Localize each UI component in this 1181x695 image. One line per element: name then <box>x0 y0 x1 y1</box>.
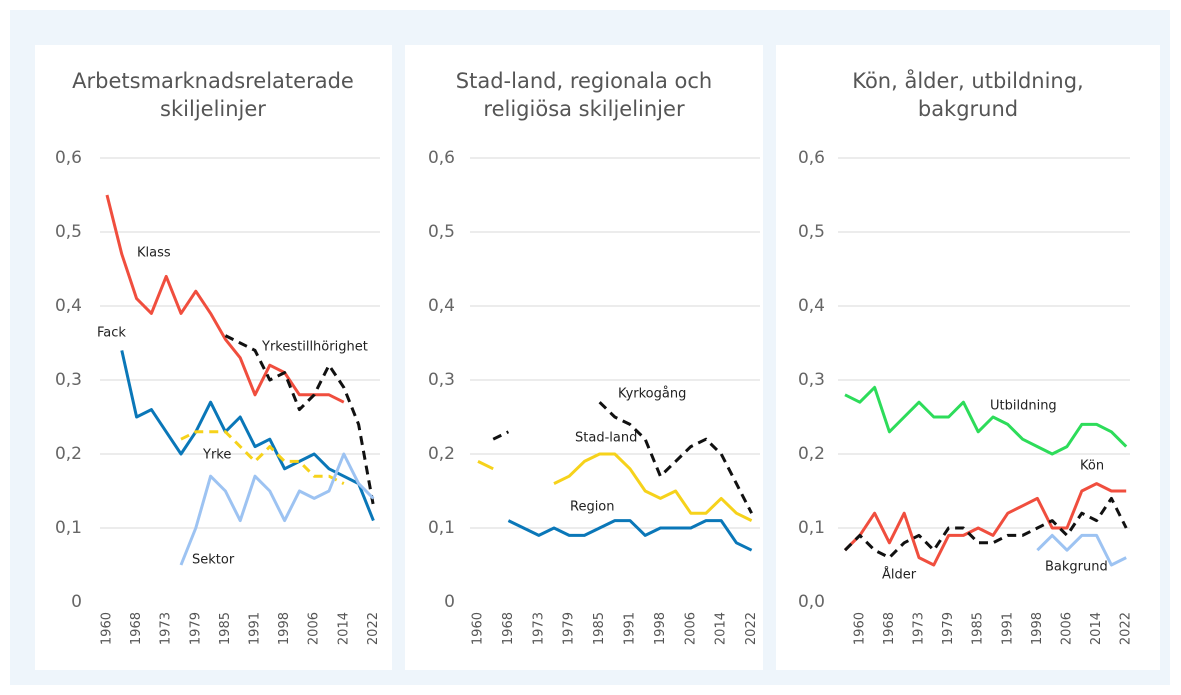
y-tick-label: 0,4 <box>428 296 455 316</box>
y-tick-label: 0,4 <box>798 296 825 316</box>
x-tick-label: 2022 <box>744 612 759 645</box>
series-label: Ålder <box>882 567 917 583</box>
x-tick-label: 2006 <box>307 612 322 645</box>
series-label: Sektor <box>192 553 235 568</box>
panel <box>405 45 763 670</box>
x-tick-label: 1979 <box>941 612 956 645</box>
series-line <box>1036 533 1127 567</box>
y-tick-label: 0,6 <box>428 148 455 168</box>
x-tick-label: 1973 <box>159 612 174 645</box>
series-line <box>492 401 753 514</box>
x-tick-label: 2006 <box>1060 612 1075 645</box>
y-tick-label: 0,3 <box>55 370 82 390</box>
x-tick-label: 2014 <box>1089 612 1104 645</box>
x-tick-label: 1979 <box>188 612 203 645</box>
series-line <box>844 385 1128 456</box>
series-line <box>120 350 375 522</box>
series-line <box>180 430 345 485</box>
chart-title: Arbetsmarknadsrelaterade <box>72 69 354 93</box>
chart-title: skiljelinjer <box>160 97 266 121</box>
x-tick-label: 1991 <box>1000 612 1015 645</box>
chart-title: Kön, ålder, utbildning, <box>852 68 1084 93</box>
x-tick-label: 1968 <box>129 612 144 645</box>
y-tick-label: 0,2 <box>798 444 825 464</box>
x-tick-label: 1979 <box>562 612 577 645</box>
series-label: Region <box>570 500 615 515</box>
x-tick-label: 1960 <box>471 612 486 645</box>
y-tick-label: 0,5 <box>428 222 455 242</box>
y-tick-label: 0,1 <box>55 518 82 538</box>
y-tick-label: 0,1 <box>428 518 455 538</box>
y-tick-label: 0,4 <box>55 296 82 316</box>
y-tick-label: 0,5 <box>55 222 82 242</box>
series-line <box>843 496 1128 560</box>
x-tick-label: 1991 <box>248 612 263 645</box>
y-tick-label: 0,5 <box>798 222 825 242</box>
series-line <box>477 452 753 522</box>
y-tick-label: 0,0 <box>798 592 825 612</box>
series-label: Fack <box>97 326 126 341</box>
x-tick-label: 2022 <box>366 612 381 645</box>
panel <box>35 45 392 670</box>
series-label: Yrke <box>202 448 231 463</box>
x-tick-label: 1973 <box>531 612 546 645</box>
series-line <box>105 194 345 404</box>
series-line <box>843 482 1127 567</box>
series-label: Klass <box>137 246 171 261</box>
chart-title: Stad-land, regionala och <box>456 69 712 93</box>
x-tick-label: 1985 <box>592 612 607 645</box>
x-tick-label: 1998 <box>1030 612 1045 645</box>
series-label: Kyrkogång <box>618 387 686 402</box>
series-line <box>507 519 753 552</box>
y-tick-label: 0,6 <box>798 148 825 168</box>
x-tick-label: 1968 <box>501 612 516 645</box>
x-tick-label: 1968 <box>882 612 897 645</box>
y-tick-label: 0,1 <box>798 518 825 538</box>
x-tick-label: 1998 <box>653 612 668 645</box>
series-label: Yrkestillhörighet <box>261 340 368 355</box>
x-tick-label: 2022 <box>1119 612 1134 645</box>
x-tick-label: 1985 <box>971 612 986 645</box>
series-label: Stad-land <box>575 431 637 446</box>
x-tick-label: 1960 <box>100 612 115 645</box>
x-tick-label: 2014 <box>714 612 729 645</box>
panel <box>776 45 1160 670</box>
chart-title: bakgrund <box>918 97 1018 121</box>
x-tick-label: 2006 <box>683 612 698 645</box>
series-line <box>179 452 375 566</box>
x-tick-label: 1973 <box>912 612 927 645</box>
y-tick-label: 0,3 <box>798 370 825 390</box>
series-line <box>224 334 375 507</box>
x-tick-label: 1991 <box>623 612 638 645</box>
x-tick-label: 1998 <box>277 612 292 645</box>
series-label: Kön <box>1080 459 1104 474</box>
y-tick-label: 0,3 <box>428 370 455 390</box>
y-tick-label: 0 <box>444 592 455 612</box>
y-tick-label: 0,2 <box>55 444 82 464</box>
y-tick-label: 0,2 <box>428 444 455 464</box>
series-label: Utbildning <box>990 399 1057 414</box>
chart-title: religiösa skiljelinjer <box>483 97 685 121</box>
x-tick-label: 2014 <box>336 612 351 645</box>
series-label: Bakgrund <box>1045 560 1108 575</box>
y-tick-label: 0,6 <box>55 148 82 168</box>
x-tick-label: 1960 <box>852 612 867 645</box>
y-tick-label: 0 <box>71 592 82 612</box>
x-tick-label: 1985 <box>218 612 233 645</box>
